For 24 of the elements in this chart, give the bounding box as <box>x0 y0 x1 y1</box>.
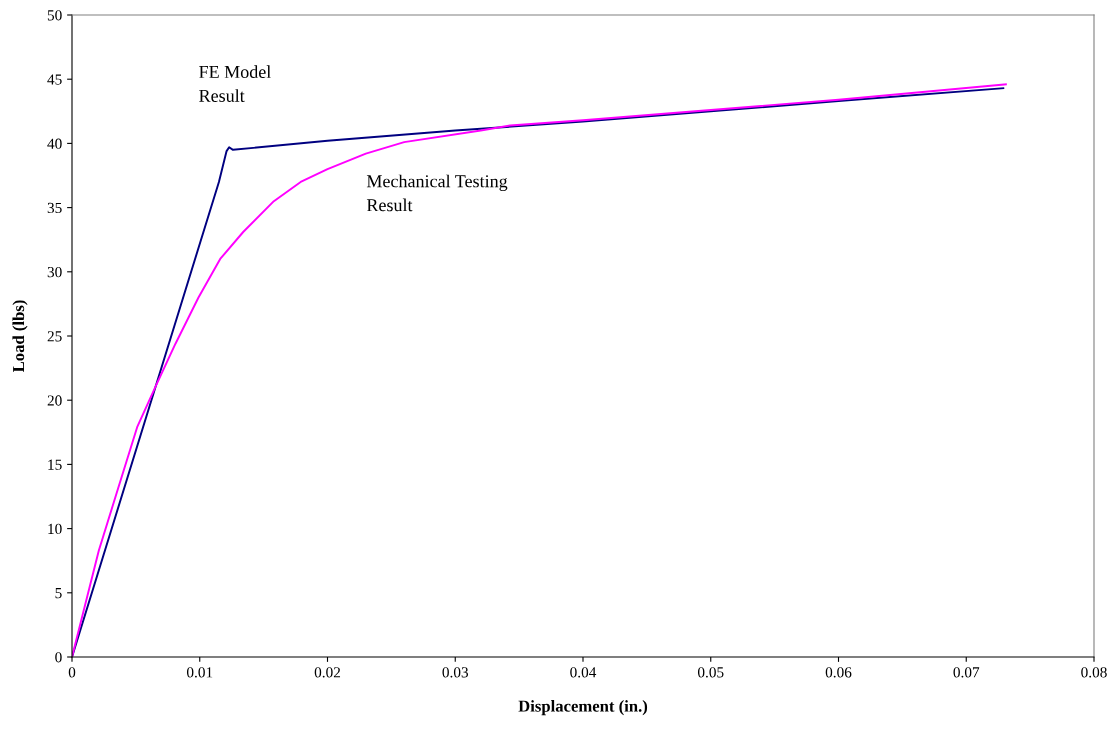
x-tick-label: 0.04 <box>570 667 597 678</box>
y-tick-label: 40 <box>47 138 62 149</box>
y-tick-label: 45 <box>47 74 62 85</box>
x-tick-label: 0.02 <box>314 667 341 678</box>
y-tick-label: 15 <box>48 459 62 470</box>
x-tick-label: 0.08 <box>1081 667 1107 678</box>
text: FE Model Result <box>199 65 271 102</box>
y-tick-label: 0 <box>55 652 62 663</box>
x-tick-label: 0.05 <box>697 667 724 678</box>
x-tick-label: 0.07 <box>953 667 980 678</box>
y-tick-label: 5 <box>55 588 62 599</box>
x-tick-label: 0.06 <box>825 667 852 678</box>
y-axis-title: Load (lbs) <box>12 300 28 373</box>
x-axis-title: Displacement (in.) <box>518 700 648 716</box>
x-tick-label: 0 <box>68 667 76 678</box>
y-tick-label: 30 <box>47 266 62 278</box>
y-tick-label: 20 <box>47 395 62 406</box>
y-tick-label: 25 <box>47 331 62 342</box>
x-tick-label: 0.01 <box>186 667 213 678</box>
y-tick-label: 50 <box>47 10 62 21</box>
series-label: Mechanical Testing Result <box>366 174 508 212</box>
y-tick-label: 10 <box>48 523 62 535</box>
x-tick-label: 0.03 <box>442 667 469 678</box>
y-tick-label: 35 <box>47 202 62 214</box>
